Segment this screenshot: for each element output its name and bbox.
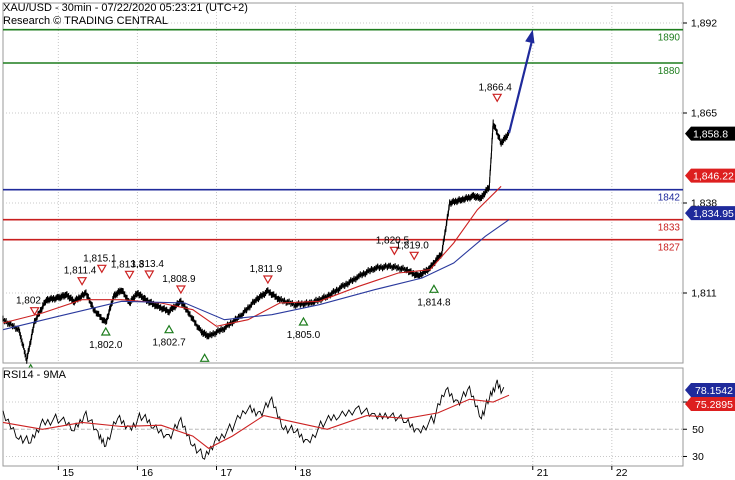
swing-high-marker: [77, 277, 88, 286]
swing-low-marker: [428, 284, 439, 293]
price-marker-label: 1,858.8: [693, 129, 728, 141]
swing-high-marker: [124, 270, 135, 280]
swing-high-label: 1,802.4: [16, 296, 50, 307]
price-marker-box: [685, 168, 735, 183]
rsi-marker-box: [685, 383, 735, 397]
level-label: 1842: [658, 193, 681, 204]
price-marker-ma_slow: 1,834.95: [685, 206, 735, 221]
swing-low-marker: [298, 316, 309, 326]
rsi-marker-box: [685, 397, 735, 411]
swing-high-marker: [175, 285, 186, 295]
price-marker-ma_fast: 1,846.22: [685, 168, 735, 183]
rsi-ma-value-marker: 75.2895: [685, 397, 735, 411]
swing-high-marker: [389, 246, 400, 256]
swing-high-marker: [144, 270, 155, 280]
price-marker-label: 1,846.22: [693, 171, 734, 183]
swing-high-label: 1,808.9: [162, 274, 196, 285]
x-tick-label: 18: [300, 467, 312, 479]
rsi-plot-frame: [2, 367, 684, 467]
rsi-marker-label: 78.1542: [695, 385, 733, 397]
instrument-title: XAU/USD - 30min - 07/22/2020 05:23:21 (U…: [3, 2, 248, 14]
price-candles: [2, 119, 510, 364]
swing-high-label: 1,815.1: [83, 253, 117, 264]
price-tick-label: 1,811: [691, 288, 717, 300]
price-marker-label: 1,834.95: [693, 208, 734, 220]
x-tick-label: 22: [616, 467, 628, 479]
rsi-panel-title: RSI14 - 9MA: [3, 369, 66, 381]
swing-high-marker: [96, 264, 107, 274]
swing-high-marker: [409, 251, 420, 261]
level-label: 1833: [658, 223, 681, 234]
swing-high-marker: [29, 307, 40, 316]
price-panel: 1,8111,8381,8651,89218901880184218331827…: [2, 2, 735, 377]
rsi-tick-label: 30: [692, 451, 704, 463]
x-tick-label: 16: [141, 467, 153, 479]
x-tick-label: 17: [220, 467, 232, 479]
rsi-tick-label: 50: [692, 424, 704, 436]
swing-high-label: 1,820.5: [376, 235, 410, 246]
swing-low-marker: [100, 326, 111, 336]
swing-low-marker: [199, 353, 210, 362]
swing-high-label: 1,811.9: [250, 264, 283, 275]
forecast-arrow-shaft: [507, 37, 534, 134]
rsi-line: [2, 379, 505, 460]
swing-low-marker: [164, 324, 175, 334]
swing-low-label: 1,802.0: [89, 340, 123, 351]
x-tick-label: 21: [537, 467, 549, 479]
level-label: 1880: [658, 66, 681, 77]
price-tick-label: 1,892: [691, 18, 717, 30]
ma-slow-line: [2, 219, 510, 331]
ma-fast-line: [2, 185, 502, 327]
rsi-ma-line: [2, 394, 510, 449]
swing-high-label: 1,866.4: [478, 82, 512, 93]
level-label: 1890: [658, 33, 681, 44]
rsi-value-marker: 78.1542: [685, 383, 735, 397]
swing-low-label: 1,805.0: [287, 330, 321, 341]
price-marker-last: 1,858.8: [685, 126, 735, 141]
swing-low-label: 1,802.7: [152, 338, 186, 349]
forecast-arrow-head: [525, 29, 535, 44]
price-tick-label: 1,865: [691, 108, 717, 120]
level-label: 1827: [658, 243, 681, 254]
swing-high-label: 1,811.4: [64, 266, 97, 277]
rsi-marker-label: 75.2895: [695, 399, 733, 411]
price-plot-frame: [2, 2, 684, 364]
swing-low-label: 1,814.8: [417, 297, 451, 308]
swing-high-label: 1,819.0: [395, 240, 429, 251]
swing-high-marker: [262, 275, 273, 285]
research-credit: Research © TRADING CENTRAL: [3, 15, 168, 27]
price-marker-box: [685, 206, 735, 221]
price-marker-box: [685, 126, 735, 141]
x-tick-label: 15: [62, 467, 74, 479]
swing-high-marker: [492, 93, 503, 103]
swing-high-label: 1,813.4: [131, 259, 165, 270]
x-axis: 15 16 17 18 21 22: [57, 466, 628, 479]
swing-high-label: 1,813.3: [111, 259, 145, 270]
